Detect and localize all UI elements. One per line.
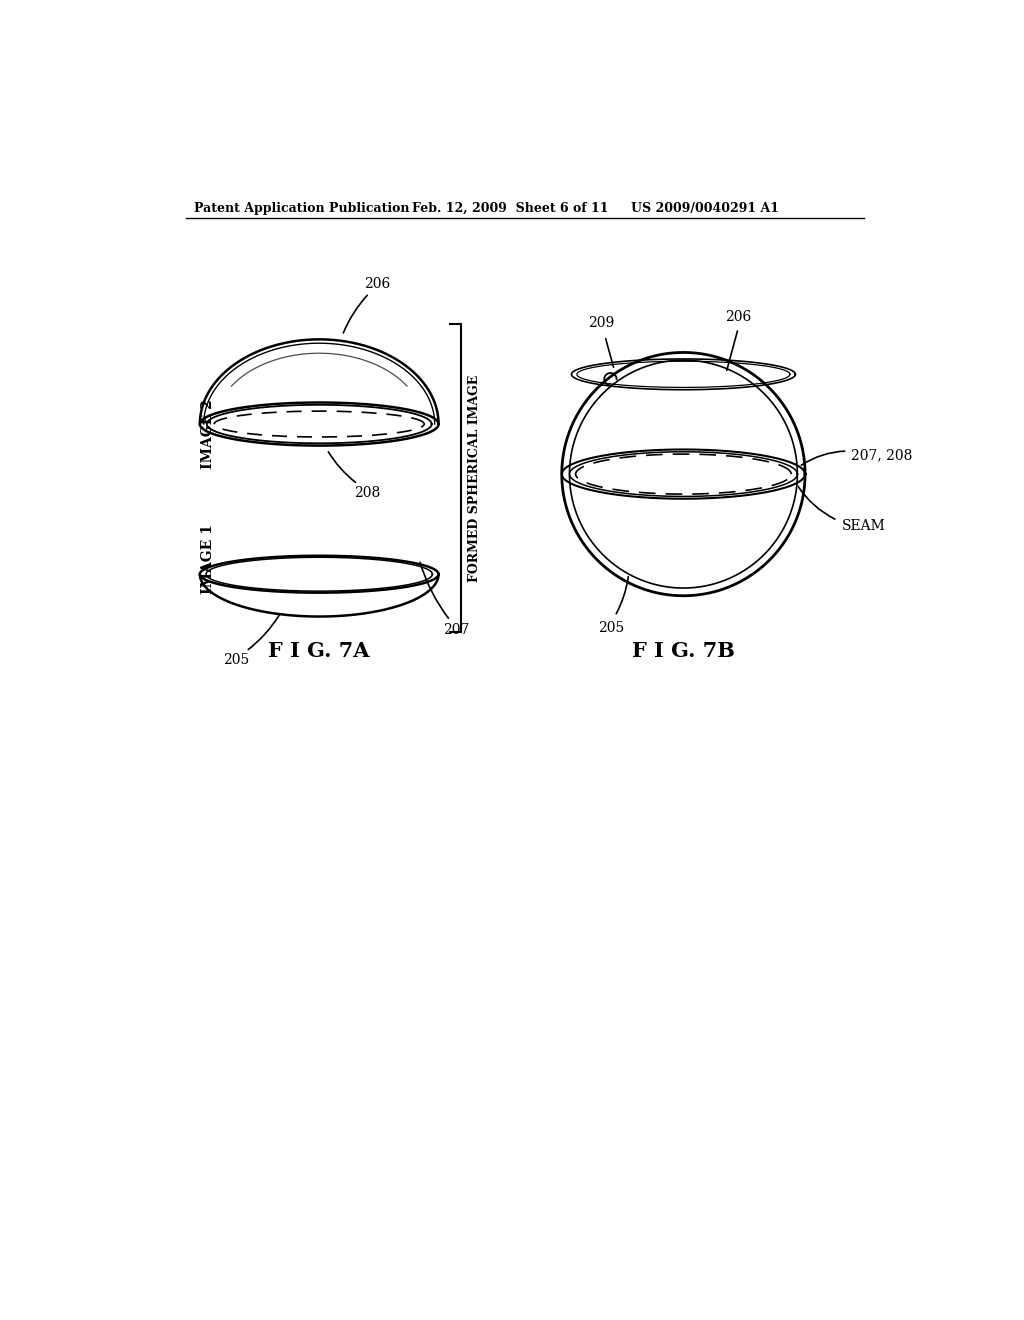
Text: US 2009/0040291 A1: US 2009/0040291 A1: [631, 202, 779, 215]
Text: F I G. 7A: F I G. 7A: [268, 642, 370, 661]
Text: 207, 208: 207, 208: [851, 447, 912, 462]
Text: 209: 209: [588, 315, 614, 330]
Text: 205: 205: [223, 653, 249, 668]
Text: 205: 205: [598, 620, 625, 635]
Text: F I G. 7B: F I G. 7B: [632, 642, 735, 661]
Text: 207: 207: [443, 623, 469, 636]
Text: 206: 206: [725, 310, 752, 323]
Text: Feb. 12, 2009  Sheet 6 of 11: Feb. 12, 2009 Sheet 6 of 11: [412, 202, 608, 215]
Text: 208: 208: [354, 486, 380, 500]
Text: Patent Application Publication: Patent Application Publication: [194, 202, 410, 215]
Text: FORMED SPHERICAL IMAGE: FORMED SPHERICAL IMAGE: [468, 375, 481, 582]
Text: 206: 206: [364, 277, 390, 290]
Text: IMAGE 1: IMAGE 1: [202, 524, 215, 594]
Text: SEAM: SEAM: [842, 520, 886, 533]
Text: IMAGE 2: IMAGE 2: [202, 399, 215, 469]
